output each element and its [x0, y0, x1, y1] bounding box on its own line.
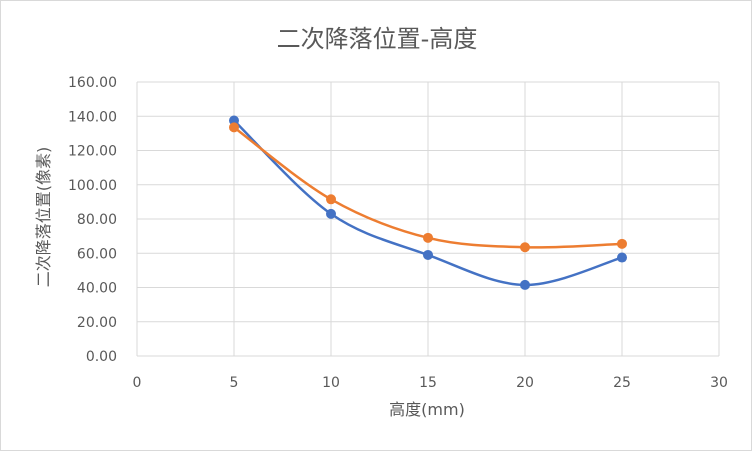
x-tick-label: 25 — [613, 375, 631, 391]
x-tick-label: 15 — [419, 375, 437, 391]
y-tick-label: 40.00 — [77, 281, 117, 297]
data-point — [423, 232, 433, 243]
data-point — [617, 238, 627, 249]
tick-labels: 0.00 20.00 40.00 60.00 80.00 100.00 120.00 140.… — [68, 75, 728, 391]
data-point — [229, 122, 239, 133]
x-tick-label: 30 — [710, 375, 728, 391]
x-tick-label: 5 — [230, 375, 239, 391]
y-tick-label: 80.00 — [77, 212, 117, 228]
x-tick-label: 20 — [516, 375, 534, 391]
x-tick-label: 0 — [133, 375, 142, 391]
x-axis-title: 高度(mm) — [389, 400, 465, 419]
y-tick-label: 100.00 — [68, 178, 117, 194]
y-tick-label: 120.00 — [68, 144, 117, 160]
data-point — [520, 242, 530, 253]
y-tick-label: 160.00 — [68, 75, 117, 91]
y-axis-title: 二次降落位置(像素) — [34, 147, 53, 288]
data-point — [229, 115, 239, 126]
y-tick-label: 0.00 — [86, 349, 117, 365]
chart-title: 二次降落位置-高度 — [277, 25, 478, 53]
y-tick-label: 140.00 — [68, 109, 117, 125]
x-tick-label: 10 — [322, 375, 340, 391]
data-point — [326, 208, 336, 219]
y-tick-label: 20.00 — [77, 315, 117, 331]
gridlines — [136, 81, 720, 357]
series-layer — [229, 115, 627, 290]
y-tick-label: 60.00 — [77, 246, 117, 262]
data-point — [617, 252, 627, 263]
data-point — [326, 194, 336, 205]
data-point — [520, 279, 530, 290]
data-point — [423, 249, 433, 260]
